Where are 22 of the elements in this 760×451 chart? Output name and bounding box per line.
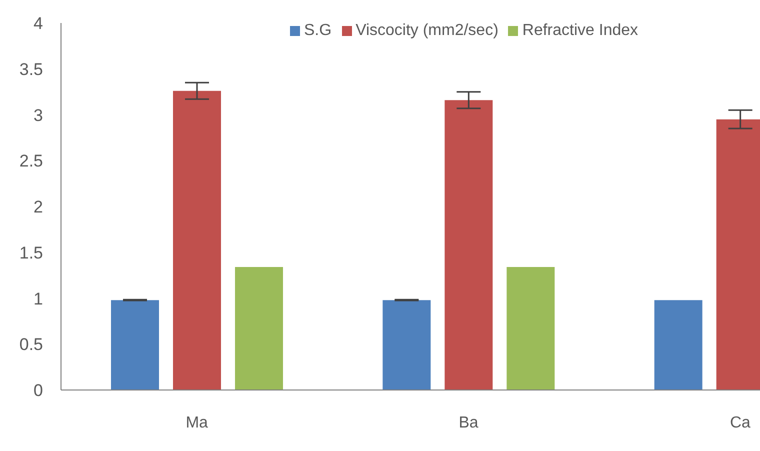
y-tick-label: 1.5 <box>19 243 43 262</box>
bar <box>506 267 555 390</box>
x-tick-label: Ca <box>730 414 750 432</box>
bar <box>235 267 283 390</box>
y-tick-label: 4 <box>34 14 43 34</box>
bar <box>382 300 431 390</box>
y-tick-label: 1 <box>34 289 43 308</box>
y-tick-label: 0 <box>34 381 43 400</box>
y-tick-label: 3 <box>34 106 43 125</box>
y-tick-label: 0.5 <box>19 335 43 354</box>
x-tick-label: Ba <box>458 414 478 432</box>
y-tick-label: 2.5 <box>19 152 43 171</box>
x-tick-label: Ma <box>186 414 208 432</box>
bar <box>654 300 702 390</box>
legend-label: Refractive Index <box>521 22 638 40</box>
bar <box>444 100 493 390</box>
bar <box>173 90 221 390</box>
y-tick-label: 3.5 <box>19 60 43 79</box>
y-tick-label: 2 <box>34 198 43 217</box>
bar <box>111 300 159 390</box>
legend-label: Viscocity (mm2/sec) <box>354 22 498 40</box>
legend-label: S.G <box>303 22 332 40</box>
